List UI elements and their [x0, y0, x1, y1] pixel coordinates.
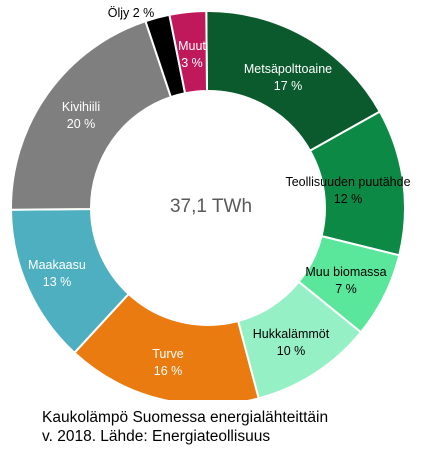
slice-kivihiili — [10, 19, 173, 211]
slice-name-hukkalämmöt: Hukkalämmöt — [253, 327, 330, 341]
center-total-label: 37,1 TWh — [170, 196, 252, 217]
slice-name-teollisuuden-puutähde: Teollisuuden puutähde — [285, 175, 410, 189]
donut-chart: Metsäpolttoaine 17 % Teollisuuden puutähde… — [9, 6, 411, 400]
slice-value-maakaasu: 13 % — [43, 275, 72, 289]
caption-line-1: Kaukolämpö Suomessa energialähteittäin — [42, 409, 329, 426]
slice-value-muut: 3 % — [181, 56, 203, 70]
slice-name-kivihiili: Kivihiili — [62, 100, 100, 114]
slice-muut — [168, 9, 208, 95]
slice-name-metsäpolttoaine: Metsäpolttoaine — [244, 62, 332, 76]
slice-labels: Metsäpolttoaine 17 % Teollisuuden puutähde… — [28, 6, 410, 378]
slice-value-hukkalämmöt: 10 % — [277, 344, 306, 358]
slice-name-muu-biomassa: Muu biomassa — [305, 265, 386, 279]
donut-slices — [9, 9, 406, 400]
caption-line-2: v. 2018. Lähde: Energiateollisuus — [42, 428, 271, 445]
slice-name-muut: Muut — [178, 39, 206, 53]
chart-caption: Kaukolämpö Suomessa energialähteittäin v… — [42, 408, 422, 446]
slice-value-teollisuuden-puutähde: 12 % — [334, 192, 363, 206]
slice-name-maakaasu: Maakaasu — [28, 258, 86, 272]
slice-name-turve: Turve — [152, 347, 184, 361]
slice-label-öljy: Öljy 2 % — [108, 6, 155, 20]
slice-value-muu-biomassa: 7 % — [335, 282, 357, 296]
slice-value-turve: 16 % — [154, 364, 183, 378]
slice-value-metsäpolttoaine: 17 % — [274, 79, 303, 93]
slice-value-kivihiili: 20 % — [67, 117, 96, 131]
